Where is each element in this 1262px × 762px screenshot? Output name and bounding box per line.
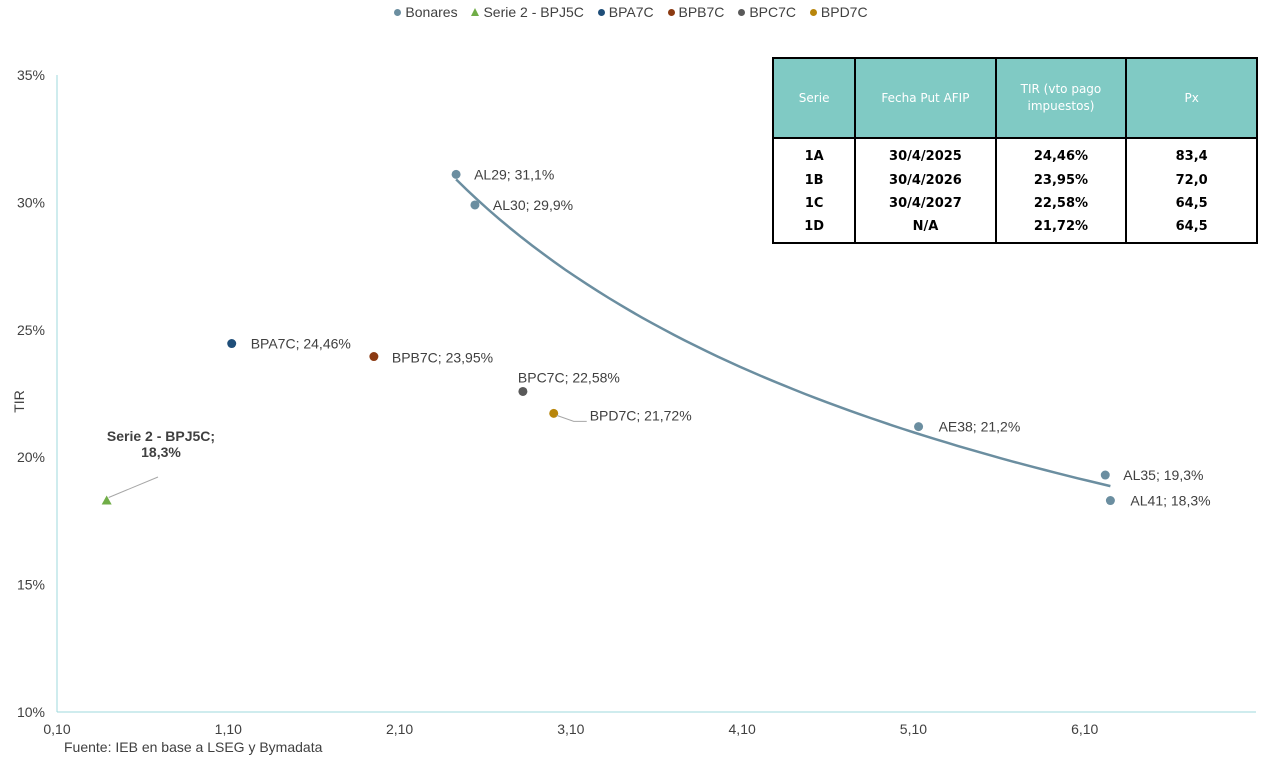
table-header-fecha-put: Fecha Put AFIP [854, 57, 997, 139]
table-row: 1C 30/4/2027 22,58% 64,5 [771, 191, 1258, 215]
data-label: AL30; 29,9% [493, 197, 573, 213]
x-tick-label: 2,10 [386, 721, 413, 737]
data-label: AL41; 18,3% [1130, 493, 1210, 509]
table-cell: 30/4/2025 [854, 138, 997, 169]
table-cell: 72,0 [1125, 168, 1258, 192]
data-label: Serie 2 - BPJ5C; [107, 428, 215, 444]
table-cell: 30/4/2026 [854, 168, 997, 192]
data-point-bonares [451, 169, 461, 179]
table-cell: 1B [771, 168, 857, 192]
table-header-row: Serie Fecha Put AFIP TIR (vto pago impue… [771, 57, 1258, 139]
table-cell: 83,4 [1125, 138, 1258, 169]
table-row: 1A 30/4/2025 24,46% 83,4 [771, 138, 1258, 169]
x-tick-label: 6,10 [1071, 721, 1098, 737]
data-point-bonares [914, 422, 924, 432]
legend-marker-bpd7c [809, 9, 817, 16]
legend-label-bpc7c: BPC7C [749, 4, 796, 20]
y-axis-title: TIR [11, 390, 27, 413]
data-point-bpa7c [227, 339, 237, 349]
legend-item-bpc7c: BPC7C [738, 4, 796, 20]
y-tick-label: 10% [17, 704, 45, 720]
data-point-bpb7c [369, 352, 379, 362]
data-point-bonares [1100, 470, 1110, 480]
legend-item-bpd7c: BPD7C [809, 4, 868, 20]
trendline-bonares [455, 178, 1111, 488]
legend-marker-bpc7c [738, 9, 746, 16]
x-tick-label: 1,10 [215, 721, 242, 737]
y-tick-label: 35% [17, 67, 45, 83]
data-point-bpd7c [549, 408, 559, 418]
legend-item-bpb7c: BPB7C [667, 4, 725, 20]
data-label: 18,3% [141, 444, 181, 460]
chart-legend: Bonares Serie 2 - BPJ5C BPA7C BPB7C BPC7… [0, 4, 1262, 20]
y-tick-label: 20% [17, 449, 45, 465]
y-tick-label: 15% [17, 577, 45, 593]
table-cell: 30/4/2027 [854, 191, 997, 215]
legend-item-bonares: Bonares [394, 4, 458, 20]
legend-marker-bpb7c [667, 9, 675, 16]
series-bpa7c: BPA7C; 24,46% [227, 336, 351, 352]
x-tick-label: 0,10 [43, 721, 70, 737]
data-label: BPC7C; 22,58% [518, 369, 620, 385]
table-cell: 22,58% [994, 191, 1128, 215]
table-cell: 21,72% [994, 214, 1128, 245]
data-point-bonares [1105, 496, 1115, 506]
legend-item-serie-2-bpj5c: Serie 2 - BPJ5C [471, 4, 584, 20]
table-cell: 64,5 [1125, 191, 1258, 215]
data-label: AE38; 21,2% [939, 419, 1021, 435]
series-serie-2-bpj5c: Serie 2 - BPJ5C;18,3% [101, 428, 215, 505]
legend-item-bpa7c: BPA7C [597, 4, 654, 20]
table-cell: 23,95% [994, 168, 1128, 192]
table-row: 1B 30/4/2026 23,95% 72,0 [771, 168, 1258, 192]
table-cell: 1A [771, 138, 857, 169]
leader-line [108, 476, 159, 498]
legend-marker-serie-2-bpj5c [471, 8, 480, 16]
data-point-serie-2-bpj5c [101, 495, 112, 505]
leader-line [556, 414, 587, 422]
series-bpd7c: BPD7C; 21,72% [549, 407, 692, 423]
data-label: BPB7C; 23,95% [392, 350, 493, 366]
table-header-serie: Serie [771, 57, 857, 139]
data-label: AL29; 31,1% [474, 166, 554, 182]
series-table: Serie Fecha Put AFIP TIR (vto pago impue… [771, 57, 1258, 245]
data-label: BPA7C; 24,46% [251, 336, 351, 352]
data-point-bonares [470, 200, 480, 210]
legend-label-bpb7c: BPB7C [678, 4, 725, 20]
table-cell: 24,46% [994, 138, 1128, 169]
data-label: BPD7C; 21,72% [590, 407, 692, 423]
table-cell: N/A [854, 214, 997, 245]
series-bpb7c: BPB7C; 23,95% [369, 350, 493, 366]
y-tick-label: 25% [17, 322, 45, 338]
x-tick-label: 3,10 [557, 721, 584, 737]
table-cell: 1D [771, 214, 857, 245]
series-bonares: AL29; 31,1% AL30; 29,9% AE38; 21,2% AL35; 1… [451, 166, 1211, 509]
y-tick-label: 30% [17, 194, 45, 210]
legend-label-bonares: Bonares [405, 4, 458, 20]
source-note: Fuente: IEB en base a LSEG y Bymadata [64, 739, 323, 755]
series-bpc7c: BPC7C; 22,58% [518, 369, 620, 396]
data-point-bpc7c [518, 386, 528, 396]
table-header-tir: TIR (vto pago impuestos) [994, 57, 1128, 139]
legend-label-serie-2-bpj5c: Serie 2 - BPJ5C [483, 4, 584, 20]
legend-marker-bonares [394, 9, 402, 16]
legend-label-bpa7c: BPA7C [608, 4, 654, 20]
table-header-px: Px [1125, 57, 1258, 139]
legend-marker-bpa7c [597, 9, 605, 16]
x-tick-label: 5,10 [900, 721, 927, 737]
table-row: 1D N/A 21,72% 64,5 [771, 214, 1258, 245]
legend-label-bpd7c: BPD7C [820, 4, 868, 20]
table-cell: 64,5 [1125, 214, 1258, 245]
table-cell: 1C [771, 191, 857, 215]
x-tick-label: 4,10 [729, 721, 756, 737]
data-label: AL35; 19,3% [1123, 467, 1203, 483]
